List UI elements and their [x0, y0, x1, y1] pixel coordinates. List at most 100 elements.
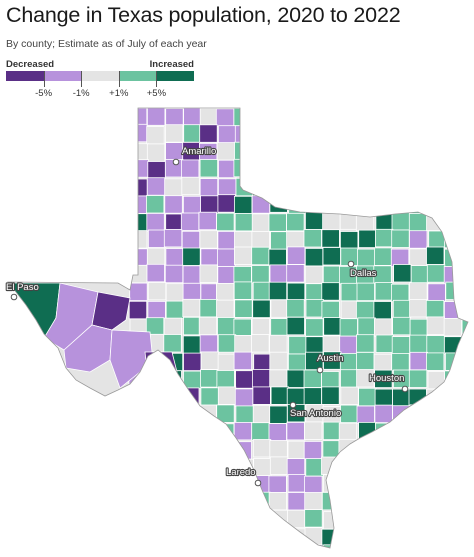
- county-cell: [410, 195, 429, 215]
- county-cell: [198, 316, 218, 336]
- county-cell: [426, 316, 445, 335]
- county-cell: [462, 351, 468, 370]
- county-cell: [304, 211, 324, 230]
- county-cell: [198, 456, 218, 475]
- county-cell: [233, 441, 252, 460]
- county-cell: [408, 475, 428, 495]
- city-label: Amarillo: [182, 146, 216, 157]
- county-cell: [288, 335, 307, 355]
- county-cell: [234, 388, 254, 407]
- city-austin: Austin: [316, 352, 345, 374]
- county-cell: [461, 161, 468, 180]
- county-cell: [463, 458, 468, 477]
- county-cell: [445, 475, 464, 494]
- county-cell: [163, 228, 183, 248]
- county-cell: [460, 528, 468, 547]
- county-cell: [409, 248, 428, 267]
- county-cell: [321, 371, 340, 390]
- county-cell: [462, 491, 468, 511]
- county-cell: [287, 440, 306, 460]
- county-cell: [356, 108, 375, 127]
- county-cell: [128, 423, 147, 443]
- county-cell: [165, 142, 184, 161]
- county-cell: [217, 353, 237, 373]
- legend-tick: [156, 71, 158, 87]
- county-cell: [410, 423, 429, 442]
- county-cell: [445, 195, 464, 214]
- county-cell: [252, 491, 271, 511]
- county-cell: [130, 195, 149, 214]
- city-laredo: Laredo: [225, 466, 262, 487]
- county-cell: [375, 526, 394, 545]
- county-cell: [339, 491, 358, 511]
- county-cell: [390, 125, 410, 144]
- county-cell: [409, 282, 428, 301]
- legend-label-increased: Increased: [149, 59, 194, 70]
- county-cell: [234, 141, 253, 161]
- county-cell: [129, 438, 149, 458]
- county-cell: [181, 176, 200, 196]
- county-cell: [373, 265, 392, 284]
- county-cell: [390, 248, 410, 268]
- county-cell: [463, 213, 468, 233]
- county-cell: [217, 178, 237, 197]
- county-cell: [427, 142, 446, 161]
- county-cell: [164, 545, 184, 548]
- county-cell: [358, 229, 377, 249]
- county-cell: [200, 528, 219, 547]
- map-subtitle: By county; Estimate as of July of each y…: [6, 38, 207, 50]
- county-cell: [163, 334, 182, 353]
- county-cell: [305, 194, 324, 213]
- city-label: Laredo: [226, 467, 256, 478]
- county-cell: [286, 159, 306, 179]
- county-cell: [409, 230, 428, 249]
- county-cell: [393, 264, 412, 283]
- city-dot: [347, 260, 355, 268]
- county-cell: [391, 336, 411, 355]
- county-cell: [234, 334, 253, 354]
- county-cell: [216, 544, 235, 548]
- city-amarillo: Amarillo: [172, 145, 217, 166]
- county-cell: [427, 475, 446, 495]
- county-cell: [234, 493, 254, 512]
- county-cell: [183, 316, 202, 336]
- county-cell: [462, 510, 468, 529]
- city-label: San Antonio: [290, 408, 341, 419]
- county-cell: [444, 108, 463, 126]
- county-cell: [339, 335, 358, 355]
- legend-tick: [81, 71, 83, 87]
- county-cell: [146, 544, 165, 548]
- county-cell: [323, 317, 342, 336]
- county-cell: [461, 195, 468, 214]
- county-cell: [339, 508, 359, 528]
- county-cell: [269, 527, 289, 546]
- county-cell: [375, 439, 394, 459]
- county-cell: [392, 405, 411, 424]
- county-cell: [163, 440, 183, 459]
- city-dot: [10, 293, 18, 301]
- legend-tick-label: +5%: [146, 88, 167, 99]
- county-cell: [427, 457, 446, 477]
- county-cell: [183, 108, 202, 126]
- county-cell: [409, 493, 428, 513]
- county-cell: [182, 335, 202, 354]
- county-cell: [444, 509, 464, 529]
- county-cell: [391, 474, 410, 494]
- county-cell: [426, 264, 446, 283]
- county-cell: [180, 159, 200, 178]
- county-cell: [427, 195, 447, 214]
- county-cell: [252, 126, 271, 145]
- legend-bin-decrease: [43, 71, 82, 81]
- county-cell: [234, 230, 253, 250]
- county-cell: [463, 142, 468, 162]
- county-cell: [130, 406, 149, 425]
- county-cell: [182, 282, 202, 302]
- county-cell: [305, 336, 324, 355]
- county-cell: [321, 282, 340, 301]
- map-title: Change in Texas population, 2020 to 2022: [6, 3, 401, 27]
- county-cell: [165, 528, 184, 547]
- county-cell: [427, 493, 446, 513]
- county-cell: [375, 334, 394, 353]
- county-cell: [251, 369, 271, 388]
- county-cell: [304, 247, 324, 267]
